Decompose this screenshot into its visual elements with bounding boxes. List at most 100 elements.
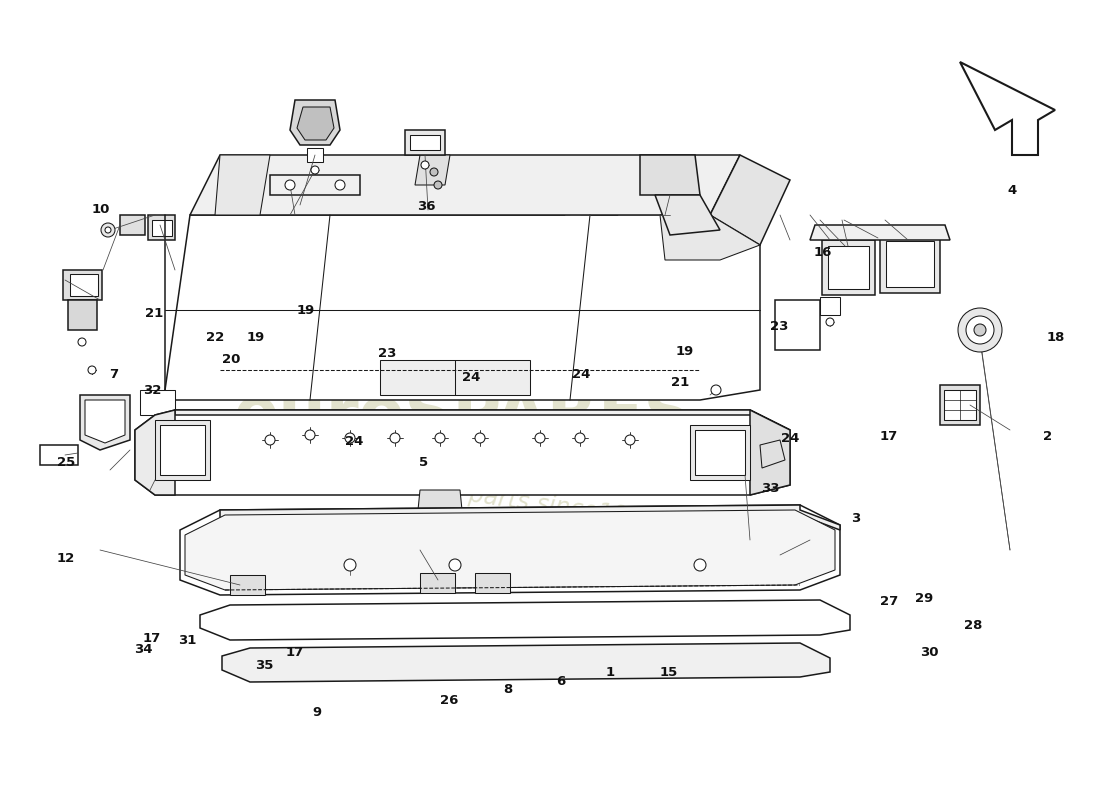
Circle shape bbox=[344, 559, 356, 571]
Polygon shape bbox=[886, 241, 934, 287]
Circle shape bbox=[265, 435, 275, 445]
Text: 8: 8 bbox=[504, 683, 513, 696]
Circle shape bbox=[285, 180, 295, 190]
Circle shape bbox=[575, 433, 585, 443]
Polygon shape bbox=[63, 270, 102, 300]
Text: 17: 17 bbox=[880, 430, 898, 442]
Circle shape bbox=[311, 166, 319, 174]
Text: 16: 16 bbox=[814, 246, 832, 259]
Text: 32: 32 bbox=[143, 384, 161, 397]
Polygon shape bbox=[690, 425, 750, 480]
Polygon shape bbox=[760, 440, 785, 468]
Polygon shape bbox=[944, 390, 976, 420]
Polygon shape bbox=[475, 573, 510, 593]
Text: 21: 21 bbox=[145, 307, 163, 320]
Polygon shape bbox=[750, 410, 790, 495]
Polygon shape bbox=[165, 215, 760, 400]
Text: 1: 1 bbox=[606, 666, 615, 678]
Circle shape bbox=[345, 433, 355, 443]
Polygon shape bbox=[828, 246, 869, 289]
Circle shape bbox=[101, 223, 116, 237]
Text: 28: 28 bbox=[965, 619, 982, 632]
Text: 21: 21 bbox=[671, 376, 689, 389]
Circle shape bbox=[78, 338, 86, 346]
Text: 34: 34 bbox=[134, 643, 152, 656]
Polygon shape bbox=[379, 360, 530, 395]
Circle shape bbox=[826, 318, 834, 326]
Text: 36: 36 bbox=[418, 200, 436, 213]
Circle shape bbox=[434, 181, 442, 189]
Circle shape bbox=[336, 180, 345, 190]
Circle shape bbox=[966, 316, 994, 344]
Text: 9: 9 bbox=[312, 706, 321, 718]
Polygon shape bbox=[190, 155, 740, 215]
Circle shape bbox=[694, 559, 706, 571]
Circle shape bbox=[305, 430, 315, 440]
Polygon shape bbox=[820, 297, 840, 315]
Text: 31: 31 bbox=[178, 634, 196, 646]
Polygon shape bbox=[410, 135, 440, 150]
Text: a passion for parts since1985: a passion for parts since1985 bbox=[309, 460, 659, 532]
Polygon shape bbox=[640, 155, 700, 195]
Text: 6: 6 bbox=[557, 675, 565, 688]
Polygon shape bbox=[270, 175, 360, 195]
Polygon shape bbox=[70, 274, 98, 296]
Text: 20: 20 bbox=[222, 354, 240, 366]
Polygon shape bbox=[405, 130, 446, 155]
Circle shape bbox=[430, 168, 438, 176]
Text: 15: 15 bbox=[660, 666, 678, 678]
Polygon shape bbox=[40, 445, 78, 465]
Circle shape bbox=[625, 435, 635, 445]
Polygon shape bbox=[200, 600, 850, 640]
Polygon shape bbox=[695, 430, 745, 475]
Polygon shape bbox=[160, 425, 205, 475]
Polygon shape bbox=[68, 300, 97, 330]
Polygon shape bbox=[180, 505, 840, 595]
Polygon shape bbox=[80, 395, 130, 450]
Polygon shape bbox=[415, 155, 450, 185]
Circle shape bbox=[390, 433, 400, 443]
Text: 24: 24 bbox=[345, 435, 363, 448]
Text: euroSPARES: euroSPARES bbox=[233, 383, 691, 449]
Polygon shape bbox=[135, 410, 175, 495]
Circle shape bbox=[475, 433, 485, 443]
Polygon shape bbox=[175, 410, 790, 430]
Text: 22: 22 bbox=[207, 331, 224, 344]
Text: 5: 5 bbox=[419, 456, 428, 469]
Text: 4: 4 bbox=[1008, 184, 1016, 197]
Polygon shape bbox=[660, 215, 760, 260]
Polygon shape bbox=[307, 148, 323, 162]
Polygon shape bbox=[810, 225, 950, 240]
Text: 24: 24 bbox=[781, 432, 799, 445]
Text: 19: 19 bbox=[297, 304, 315, 317]
Polygon shape bbox=[214, 155, 270, 215]
Polygon shape bbox=[654, 195, 720, 235]
Polygon shape bbox=[230, 575, 265, 595]
Polygon shape bbox=[297, 107, 334, 140]
Circle shape bbox=[958, 308, 1002, 352]
Circle shape bbox=[535, 433, 544, 443]
Text: 23: 23 bbox=[770, 320, 788, 333]
Polygon shape bbox=[85, 400, 125, 443]
Polygon shape bbox=[290, 100, 340, 145]
Circle shape bbox=[449, 559, 461, 571]
Polygon shape bbox=[152, 220, 172, 236]
Polygon shape bbox=[420, 573, 455, 593]
Polygon shape bbox=[140, 390, 175, 415]
Text: 10: 10 bbox=[92, 203, 110, 216]
Text: 19: 19 bbox=[675, 346, 693, 358]
Polygon shape bbox=[220, 505, 840, 530]
Circle shape bbox=[711, 385, 720, 395]
Polygon shape bbox=[822, 240, 875, 295]
Text: 12: 12 bbox=[57, 552, 75, 565]
Polygon shape bbox=[776, 300, 820, 350]
Text: 24: 24 bbox=[572, 368, 590, 381]
Text: 29: 29 bbox=[915, 592, 933, 605]
Polygon shape bbox=[135, 410, 790, 495]
Polygon shape bbox=[155, 420, 210, 480]
Text: 7: 7 bbox=[109, 368, 118, 381]
Text: 30: 30 bbox=[921, 646, 938, 658]
Text: 25: 25 bbox=[57, 456, 75, 469]
Text: 23: 23 bbox=[378, 347, 396, 360]
Text: 33: 33 bbox=[761, 482, 779, 494]
